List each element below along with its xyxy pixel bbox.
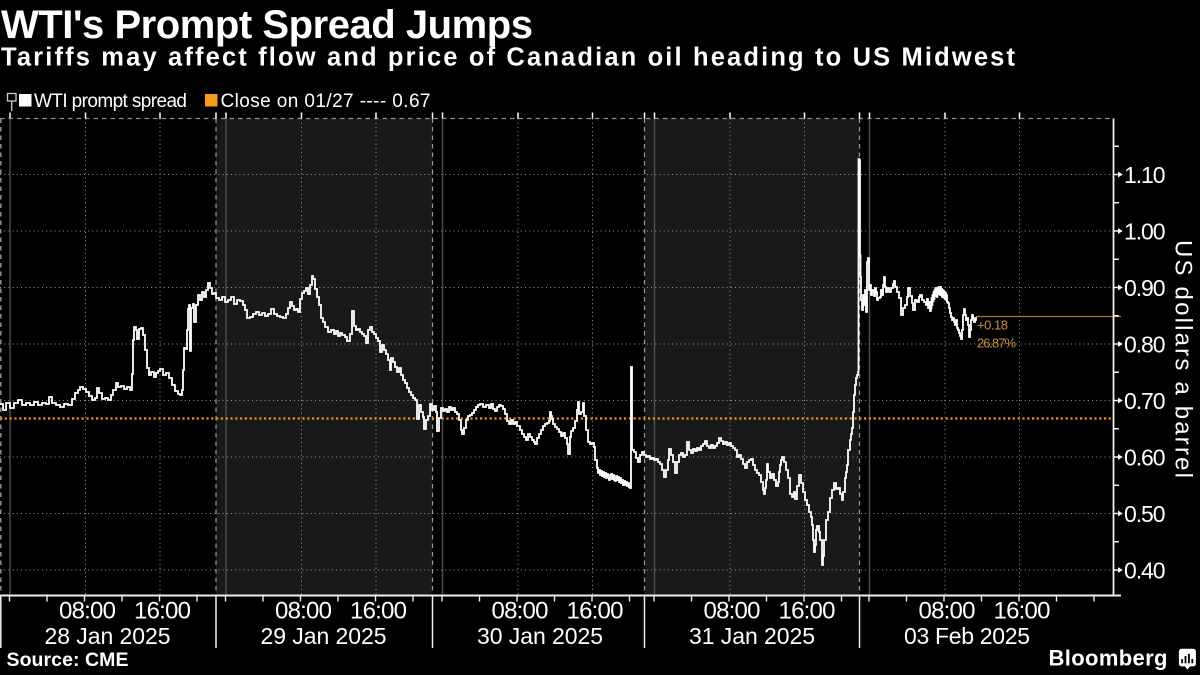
svg-text:Close on 01/27 ---- 0.67: Close on 01/27 ---- 0.67 [221, 91, 431, 112]
svg-text:29 Jan 2025: 29 Jan 2025 [261, 623, 387, 649]
svg-text:16:00: 16:00 [567, 598, 624, 625]
svg-text:03 Feb 2025: 03 Feb 2025 [904, 623, 1030, 649]
svg-text:Tariffs may affect flow and pr: Tariffs may affect flow and price of Can… [1, 44, 1016, 72]
svg-text:Source: CME: Source: CME [7, 649, 129, 671]
svg-text:1.10: 1.10 [1124, 162, 1166, 188]
svg-text:US dollars a barrel: US dollars a barrel [1170, 240, 1197, 478]
svg-text:26.87%: 26.87% [977, 336, 1016, 351]
svg-text:16:00: 16:00 [350, 598, 407, 625]
svg-text:WTI's Prompt Spread Jumps: WTI's Prompt Spread Jumps [1, 3, 533, 47]
svg-text:08:00: 08:00 [492, 598, 549, 625]
svg-text:08:00: 08:00 [919, 598, 976, 625]
svg-text:16:00: 16:00 [994, 598, 1051, 625]
svg-text:Bloomberg: Bloomberg [1049, 646, 1168, 671]
svg-text:08:00: 08:00 [704, 598, 761, 625]
svg-text:0.90: 0.90 [1124, 275, 1166, 301]
svg-text:0.80: 0.80 [1124, 331, 1166, 357]
svg-text:08:00: 08:00 [275, 598, 332, 625]
svg-text:0.70: 0.70 [1124, 388, 1166, 414]
svg-text:0.60: 0.60 [1124, 444, 1166, 470]
svg-text:WTI prompt spread: WTI prompt spread [34, 91, 187, 112]
svg-text:31 Jan 2025: 31 Jan 2025 [689, 623, 815, 649]
svg-text:1.00: 1.00 [1124, 218, 1166, 244]
svg-text:16:00: 16:00 [779, 598, 836, 625]
svg-text:0.50: 0.50 [1124, 501, 1166, 527]
svg-text:28 Jan 2025: 28 Jan 2025 [45, 623, 171, 649]
svg-text:30 Jan 2025: 30 Jan 2025 [477, 623, 603, 649]
svg-text:+0.18: +0.18 [977, 318, 1008, 333]
svg-text:08:00: 08:00 [59, 598, 116, 625]
svg-text:16:00: 16:00 [134, 598, 191, 625]
svg-text:0.40: 0.40 [1124, 557, 1166, 583]
